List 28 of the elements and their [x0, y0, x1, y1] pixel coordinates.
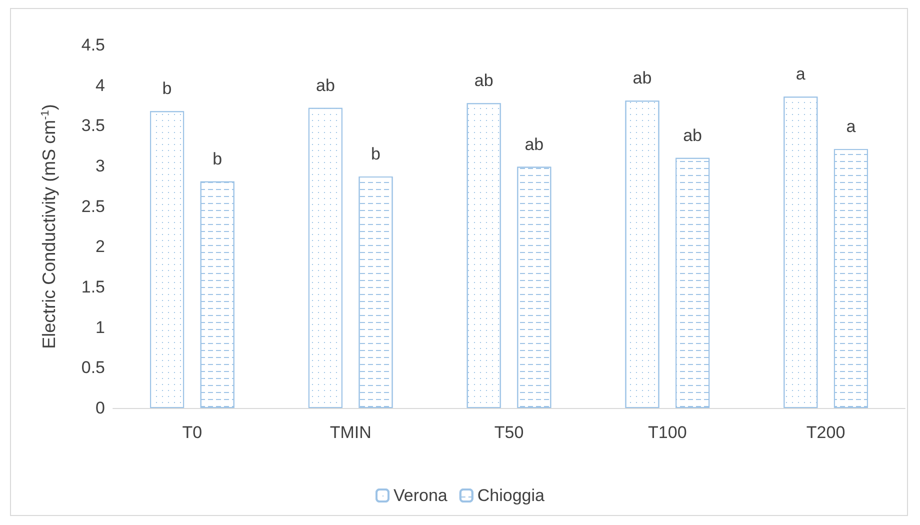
- legend-label: Verona: [394, 486, 448, 505]
- y-tick-label: 0.5: [81, 358, 105, 378]
- annotation: b: [371, 144, 380, 164]
- x-tick-label: T0: [182, 423, 202, 442]
- annotation: ab: [316, 76, 335, 95]
- x-tick-label: TMIN: [330, 423, 372, 442]
- annotation: ab: [683, 126, 702, 145]
- y-tick-label: 4.5: [81, 36, 105, 54]
- annotation: ab: [632, 68, 652, 88]
- annotation: a: [846, 117, 856, 136]
- y-tick-label: 2: [96, 237, 105, 256]
- x-tick-label: T100: [648, 423, 687, 442]
- y-tick-label: 0: [96, 398, 105, 418]
- annotation: a: [796, 64, 806, 84]
- y-axis-title: Electric Conductivity (mS cm-1): [39, 104, 59, 349]
- annotation: b: [162, 79, 172, 98]
- y-tick-label: 3.5: [81, 116, 105, 136]
- legend-label: Chioggia: [477, 486, 546, 505]
- annotation: ab: [474, 71, 494, 90]
- annotation: b: [212, 149, 222, 168]
- x-tick-label: T50: [494, 423, 524, 442]
- y-tick-label: 4: [96, 76, 105, 95]
- y-tick-label: 1.5: [81, 278, 105, 296]
- y-tick-label: 1: [96, 318, 105, 337]
- annotation: ab: [524, 134, 544, 154]
- x-tick-label: T200: [806, 423, 846, 442]
- y-tick-label: 2.5: [81, 196, 105, 216]
- y-tick-label: 3: [96, 156, 105, 176]
